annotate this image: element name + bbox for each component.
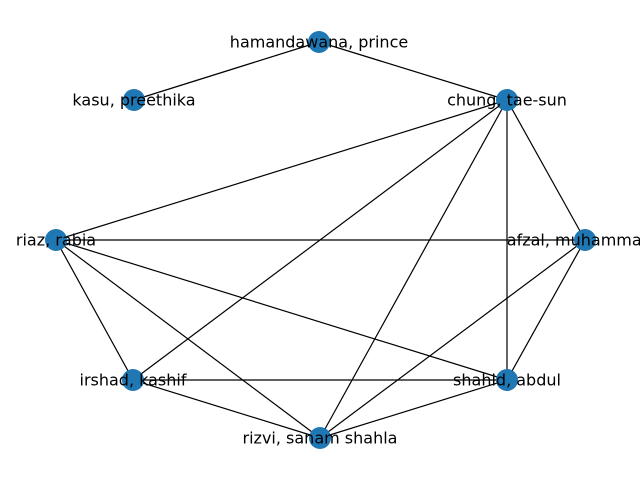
node-rizvi [309,427,331,449]
node-label-shahid: shahid, abdul [453,371,561,390]
node-label-chung: chung, tae-sun [447,91,567,110]
node-shahid [496,369,518,391]
node-label-rizvi: rizvi, sanam shahla [243,429,398,448]
node-hamandawana [308,31,330,53]
edge-hamandawana-kasu [133,41,320,101]
node-label-hamandawana: hamandawana, prince [230,33,408,52]
nodes-layer [45,31,596,449]
edge-shahid-afzal [506,239,586,381]
edge-riaz-shahid [55,239,508,381]
edge-rizvi-shahid [319,379,508,439]
edge-riaz-rizvi [55,239,321,439]
edge-irshad-rizvi [132,379,321,439]
node-label-kasu: kasu, preethika [72,91,195,110]
node-label-riaz: riaz, rabia [16,231,96,250]
node-chung [496,89,518,111]
labels-layer: hamandawana, prince kasu, preethika chung,… [16,33,640,448]
node-label-irshad: irshad, kashif [80,371,187,390]
node-afzal [574,229,596,251]
edge-chung-riaz [55,99,508,241]
edge-riaz-irshad [55,239,134,381]
node-riaz [45,229,67,251]
edges-layer [55,41,586,439]
node-irshad [122,369,144,391]
edge-hamandawana-chung [318,41,508,101]
edge-rizvi-afzal [319,239,586,439]
edge-chung-afzal [506,99,586,241]
node-label-afzal: afzal, muhammad t [507,231,640,250]
edge-chung-rizvi [319,99,508,439]
node-kasu [123,89,145,111]
